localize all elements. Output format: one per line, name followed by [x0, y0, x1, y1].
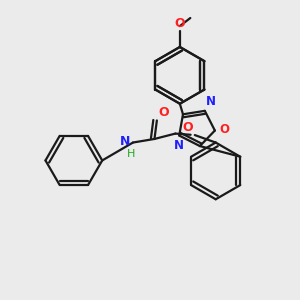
- Text: O: O: [158, 106, 169, 118]
- Text: N: N: [174, 139, 184, 152]
- Text: O: O: [182, 121, 193, 134]
- Text: O: O: [219, 123, 229, 136]
- Text: H: H: [127, 149, 136, 159]
- Text: N: N: [206, 95, 216, 109]
- Text: O: O: [175, 17, 185, 30]
- Text: N: N: [120, 135, 130, 148]
